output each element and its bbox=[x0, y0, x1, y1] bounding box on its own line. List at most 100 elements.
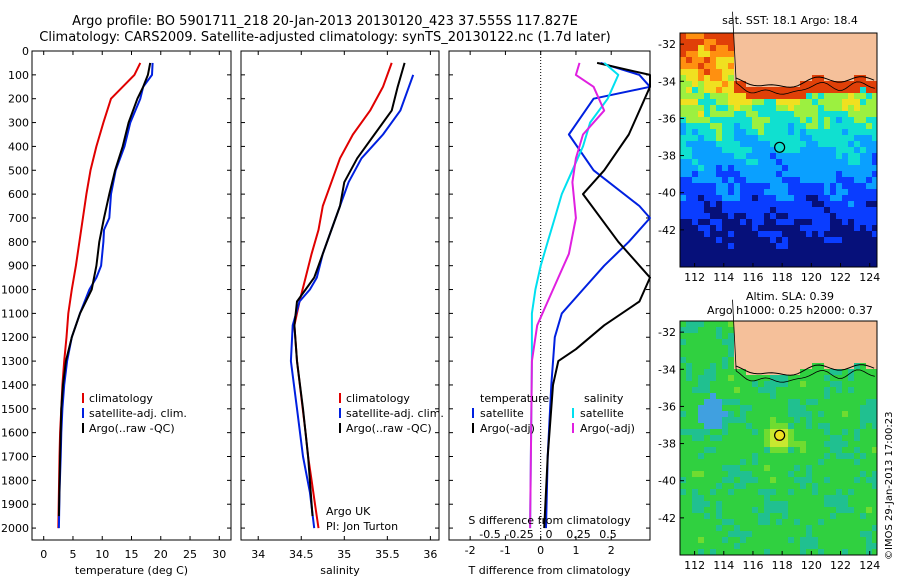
map-cell bbox=[728, 525, 734, 531]
map-cell bbox=[788, 39, 794, 45]
map-cell bbox=[734, 411, 740, 417]
map-cell bbox=[866, 159, 872, 165]
map-cell bbox=[812, 519, 818, 525]
depth-tick-label: 2000 bbox=[1, 522, 29, 535]
map-cell bbox=[698, 147, 704, 153]
map-cell bbox=[740, 189, 746, 195]
map-cell bbox=[740, 153, 746, 159]
map-cell bbox=[716, 237, 722, 243]
map-cell bbox=[752, 471, 758, 477]
map-cell bbox=[788, 219, 794, 225]
map-cell bbox=[764, 255, 770, 261]
map-cell bbox=[806, 111, 812, 117]
map-cell bbox=[818, 345, 824, 351]
map-cell bbox=[734, 231, 740, 237]
map-cell bbox=[680, 141, 686, 147]
x-axis-label: temperature (deg C) bbox=[75, 564, 188, 577]
map-cell bbox=[848, 351, 854, 357]
map-cell bbox=[752, 357, 758, 363]
map-cell bbox=[680, 381, 686, 387]
map-cell bbox=[860, 327, 866, 333]
map-cell bbox=[746, 159, 752, 165]
map-cell bbox=[704, 213, 710, 219]
map-cell bbox=[842, 147, 848, 153]
map-cell bbox=[812, 543, 818, 549]
map-cell bbox=[776, 219, 782, 225]
map-cell bbox=[812, 399, 818, 405]
map-cell bbox=[776, 225, 782, 231]
map-cell bbox=[842, 327, 848, 333]
map-cell bbox=[788, 393, 794, 399]
map-cell bbox=[830, 153, 836, 159]
map-cell bbox=[770, 411, 776, 417]
map-cell bbox=[842, 435, 848, 441]
map-cell bbox=[842, 99, 848, 105]
map-cell bbox=[776, 387, 782, 393]
map-cell bbox=[680, 69, 686, 75]
map-cell bbox=[872, 321, 877, 327]
map-cell bbox=[686, 183, 692, 189]
map-cell bbox=[824, 129, 830, 135]
map-cell bbox=[710, 231, 716, 237]
map-cell bbox=[836, 105, 842, 111]
map-cell bbox=[818, 105, 824, 111]
map-cell bbox=[728, 477, 734, 483]
map-cell bbox=[842, 195, 848, 201]
map-cell bbox=[728, 153, 734, 159]
map-cell bbox=[698, 165, 704, 171]
map-cell bbox=[698, 51, 704, 57]
map-cell bbox=[680, 105, 686, 111]
map-cell bbox=[710, 51, 716, 57]
map-cell bbox=[872, 519, 877, 525]
map-cell bbox=[776, 525, 782, 531]
map-cell bbox=[824, 459, 830, 465]
map-cell bbox=[806, 453, 812, 459]
map-cell bbox=[842, 483, 848, 489]
map-cell bbox=[818, 165, 824, 171]
map-cell bbox=[752, 459, 758, 465]
map-cell bbox=[812, 159, 818, 165]
map-cell bbox=[770, 231, 776, 237]
map-cell bbox=[806, 183, 812, 189]
map-cell bbox=[716, 507, 722, 513]
map-cell bbox=[806, 147, 812, 153]
map-cell bbox=[680, 411, 686, 417]
map-cell bbox=[824, 75, 830, 81]
depth-tick-label: 500 bbox=[8, 164, 29, 177]
map-cell bbox=[848, 213, 854, 219]
map-cell bbox=[728, 237, 734, 243]
map-cell bbox=[758, 417, 764, 423]
map-cell bbox=[812, 135, 818, 141]
map-cell bbox=[716, 189, 722, 195]
map-cell bbox=[848, 87, 854, 93]
map-cell bbox=[698, 63, 704, 69]
map-cell bbox=[794, 471, 800, 477]
map-cell bbox=[740, 363, 746, 369]
map-cell bbox=[854, 441, 860, 447]
map-cell bbox=[788, 483, 794, 489]
map-cell bbox=[716, 429, 722, 435]
map-cell bbox=[842, 51, 848, 57]
map-cell bbox=[746, 39, 752, 45]
map-cell bbox=[830, 459, 836, 465]
map-cell bbox=[830, 531, 836, 537]
map-cell bbox=[716, 381, 722, 387]
map-cell bbox=[686, 195, 692, 201]
map-cell bbox=[836, 147, 842, 153]
map-cell bbox=[782, 333, 788, 339]
map-cell bbox=[818, 81, 824, 87]
map-cell bbox=[818, 381, 824, 387]
map-cell bbox=[806, 381, 812, 387]
map-cell bbox=[764, 195, 770, 201]
map-cell bbox=[794, 507, 800, 513]
map-cell bbox=[752, 243, 758, 249]
map-cell bbox=[704, 459, 710, 465]
salinity-diff-tick-label: 0.5 bbox=[599, 528, 617, 541]
map-cell bbox=[866, 93, 872, 99]
map-cell bbox=[722, 459, 728, 465]
map-cell bbox=[788, 411, 794, 417]
map-cell bbox=[716, 105, 722, 111]
map-cell bbox=[872, 183, 877, 189]
map-cell bbox=[848, 477, 854, 483]
map-cell bbox=[728, 441, 734, 447]
